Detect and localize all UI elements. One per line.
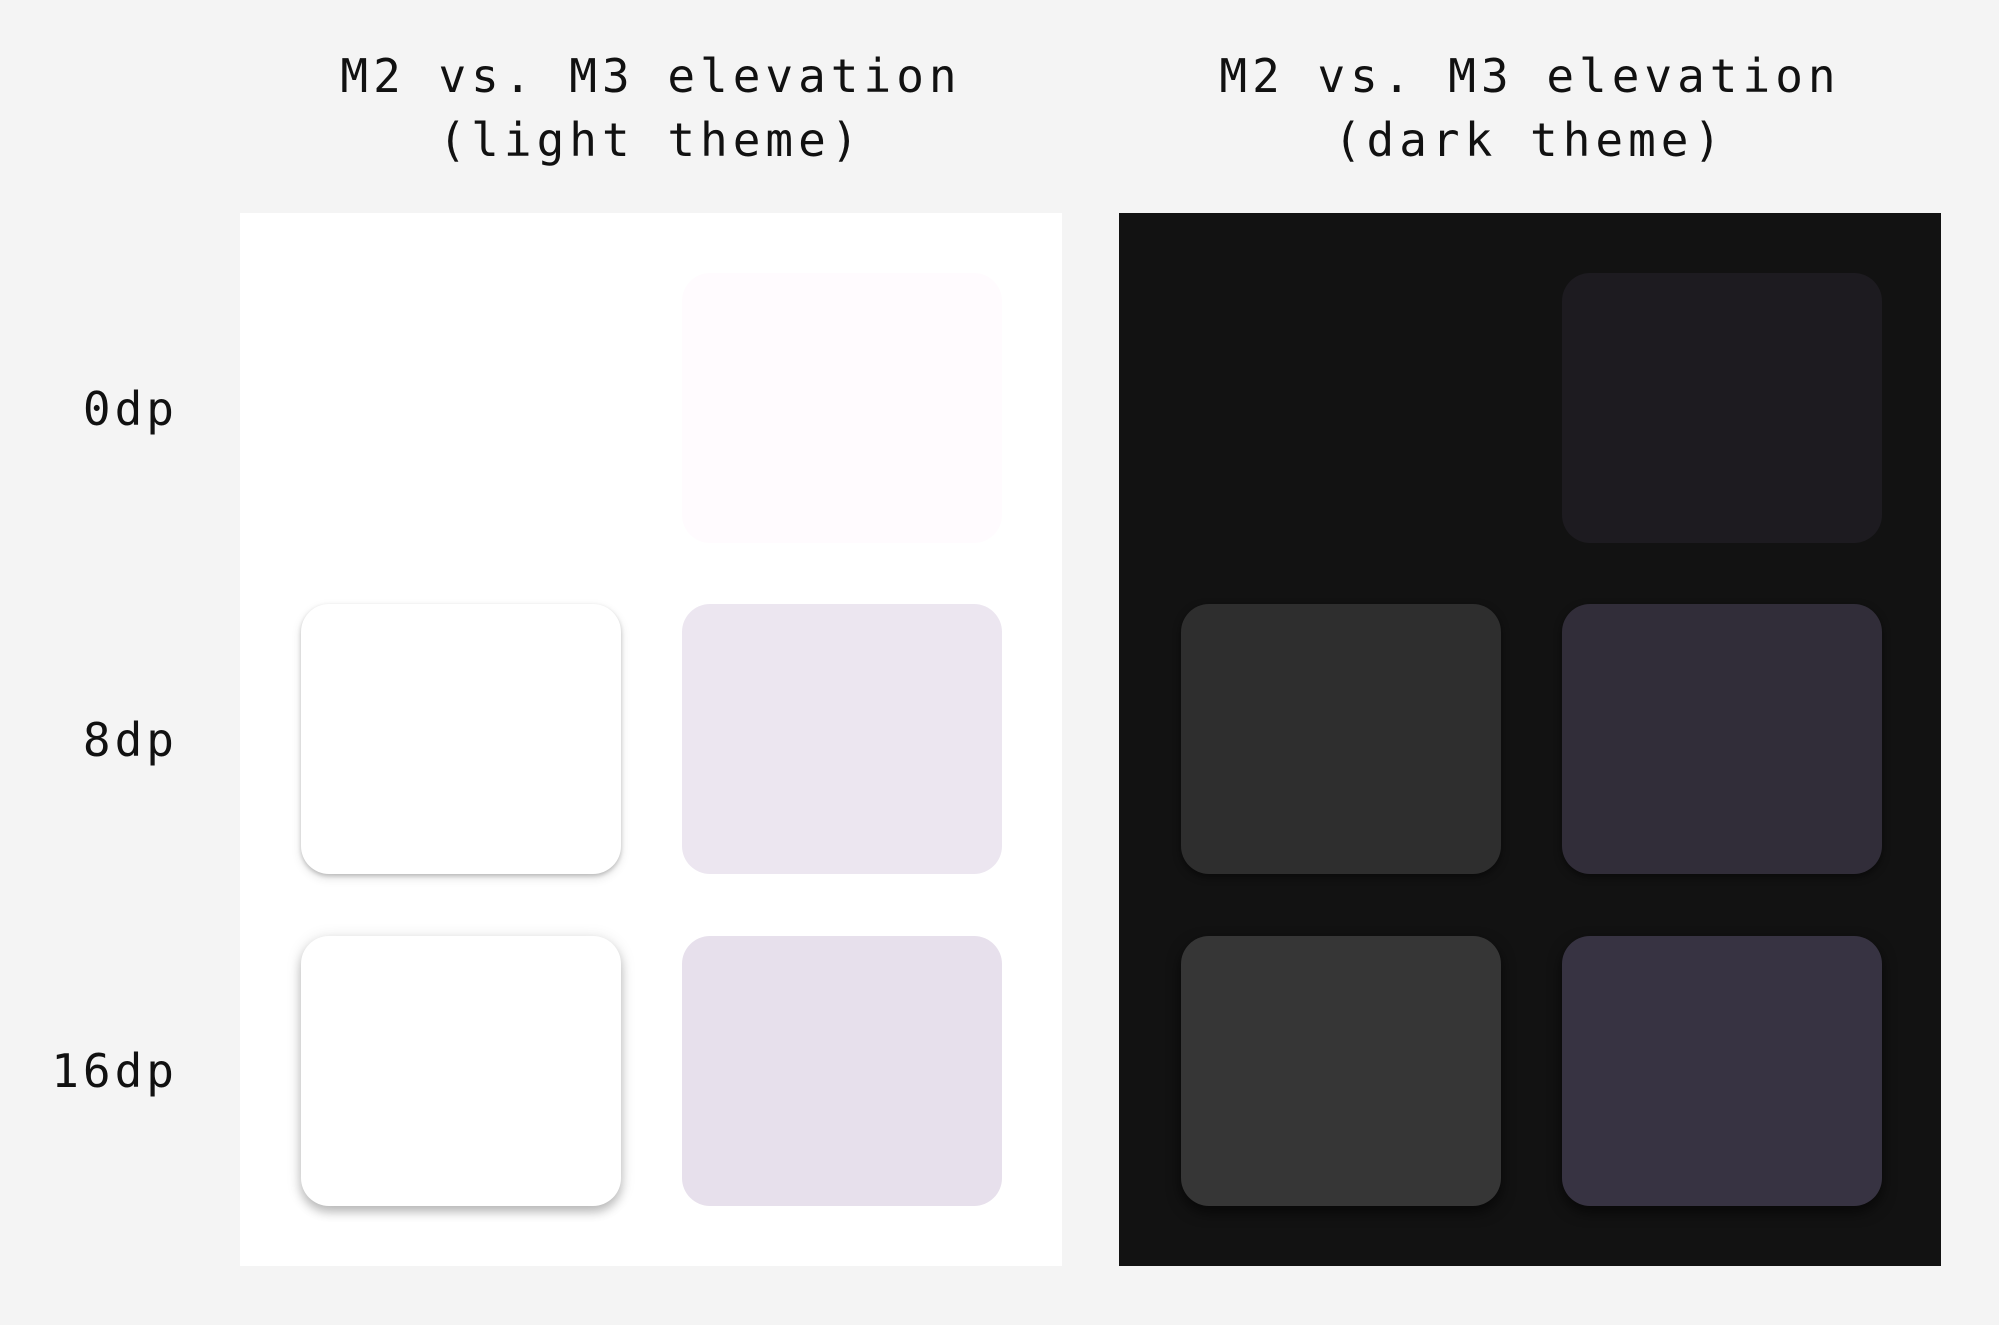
dark-m3-card-16dp: [1562, 936, 1882, 1206]
row-label-8dp: 8dp: [82, 713, 178, 767]
dark-m3-card-0dp: [1562, 273, 1882, 543]
dark-theme-panel: [1119, 213, 1941, 1266]
light-m3-card-0dp: [682, 273, 1002, 543]
dark-m2-card-8dp: [1181, 604, 1501, 874]
dark-theme-title: M2 vs. M3 elevation (dark theme): [1119, 44, 1941, 172]
light-m3-card-16dp: [682, 936, 1002, 1206]
light-theme-panel: [240, 213, 1062, 1266]
light-theme-title: M2 vs. M3 elevation (light theme): [240, 44, 1062, 172]
dark-title-line2: (dark theme): [1333, 113, 1727, 167]
dark-m3-card-8dp: [1562, 604, 1882, 874]
light-m2-card-8dp: [301, 604, 621, 874]
light-m3-card-8dp: [682, 604, 1002, 874]
dark-m2-card-16dp: [1181, 936, 1501, 1206]
row-label-0dp: 0dp: [82, 382, 178, 436]
light-title-line1: M2 vs. M3 elevation: [340, 49, 962, 103]
light-title-line2: (light theme): [438, 113, 864, 167]
light-m2-card-16dp: [301, 936, 621, 1206]
row-label-16dp: 16dp: [51, 1044, 178, 1098]
dark-title-line1: M2 vs. M3 elevation: [1219, 49, 1841, 103]
